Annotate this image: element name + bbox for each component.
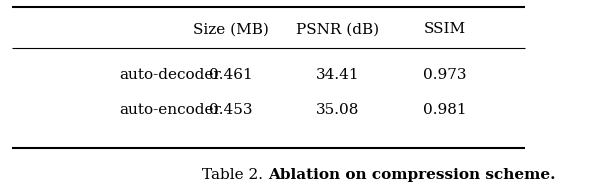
Text: Table 2.: Table 2. <box>203 168 268 182</box>
Text: auto-decoder: auto-decoder <box>119 68 220 82</box>
Text: auto-encoder: auto-encoder <box>119 103 221 117</box>
Text: Ablation on compression scheme.: Ablation on compression scheme. <box>268 168 556 182</box>
Text: 34.41: 34.41 <box>316 68 359 82</box>
Text: Size (MB): Size (MB) <box>193 22 269 36</box>
Text: 35.08: 35.08 <box>316 103 359 117</box>
Text: 0.981: 0.981 <box>423 103 466 117</box>
Text: PSNR (dB): PSNR (dB) <box>296 22 380 36</box>
Text: 0.461: 0.461 <box>209 68 253 82</box>
Text: SSIM: SSIM <box>424 22 466 36</box>
Text: 0.973: 0.973 <box>423 68 466 82</box>
Text: 0.453: 0.453 <box>209 103 252 117</box>
